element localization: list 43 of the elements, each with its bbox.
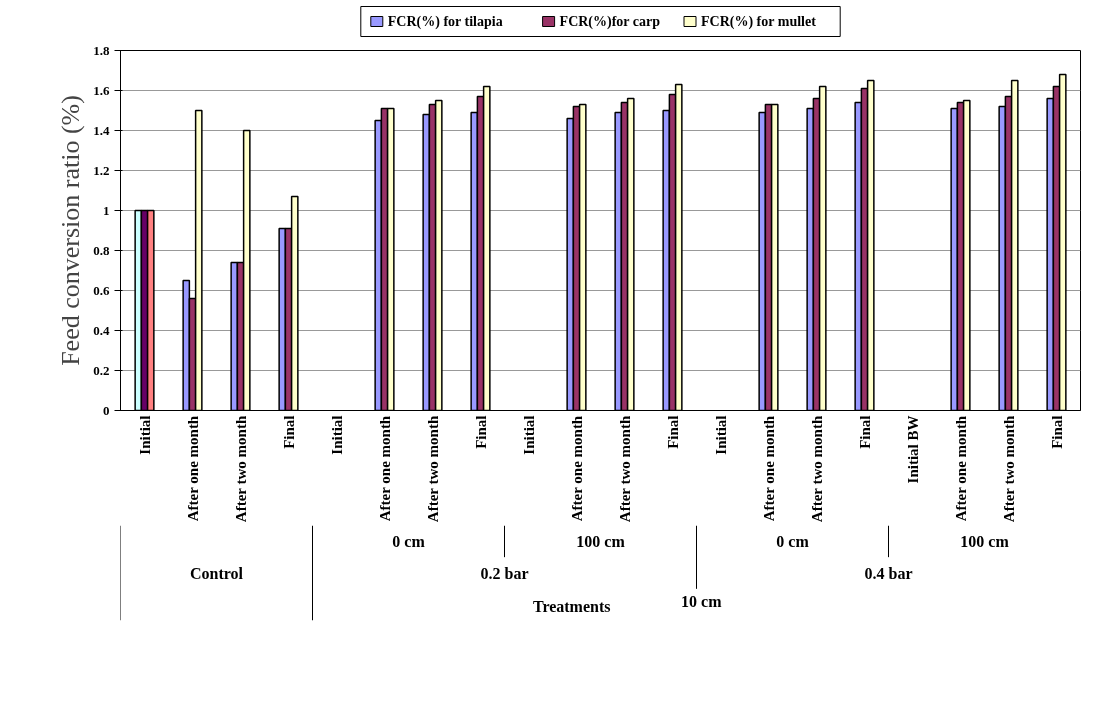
text: 0.4 bar <box>864 564 913 582</box>
y-tick-label: 1.8 <box>93 42 110 58</box>
y-tick-label: 1.4 <box>93 122 110 138</box>
y-tick-label: 1 <box>103 202 110 218</box>
text: 100 cm <box>960 532 1010 550</box>
x-tick-label: Initial <box>136 415 153 455</box>
y-axis-title: Feed conversion ratio (%) <box>56 95 86 366</box>
y-tick-label: 0 <box>103 402 110 418</box>
x-tick-label: Initial <box>328 415 345 455</box>
y-tick-label: 1.6 <box>93 82 110 98</box>
text: 100 cm <box>576 532 626 550</box>
text: Treatments <box>532 597 611 615</box>
x-tick-label: After two month <box>232 415 249 523</box>
y-tick-label: 1.2 <box>93 162 110 178</box>
text: Control <box>189 564 244 582</box>
y-tick-label: 0.2 <box>93 362 110 378</box>
x-tick-label: After two month <box>1000 415 1017 523</box>
text: 0.2 bar <box>480 564 529 582</box>
y-tick-label: 0.4 <box>93 322 110 338</box>
x-tick-label: Initial <box>520 415 537 455</box>
x-tick-label: After one month <box>184 415 201 522</box>
x-tick-label: After one month <box>760 415 777 522</box>
text: 10 cm <box>681 593 723 610</box>
x-tick-label: After two month <box>616 415 633 523</box>
text: 0 cm <box>776 532 810 550</box>
x-tick-label: Final <box>472 415 489 449</box>
text: 0 cm <box>392 532 426 550</box>
x-tick-label: Final <box>1048 415 1065 449</box>
y-tick-label: 0.6 <box>93 282 110 298</box>
x-tick-label: Initial BW <box>904 415 921 484</box>
x-tick-label: Final <box>280 415 297 449</box>
x-tick-label: After one month <box>952 415 969 522</box>
x-tick-label: After two month <box>424 415 441 523</box>
legend-label: FCR(%)for carp <box>559 14 661 30</box>
x-tick-label: After two month <box>808 415 825 523</box>
legend-label: FCR(%) for tilapia <box>387 14 503 30</box>
x-tick-label: Initial <box>712 415 729 455</box>
y-tick-label: 0.8 <box>93 242 110 258</box>
legend-label: FCR(%) for mullet <box>701 14 817 30</box>
x-tick-label: Final <box>856 415 873 449</box>
x-tick-label: After one month <box>568 415 585 522</box>
x-tick-label: After one month <box>376 415 393 522</box>
x-tick-label: Final <box>664 415 681 449</box>
